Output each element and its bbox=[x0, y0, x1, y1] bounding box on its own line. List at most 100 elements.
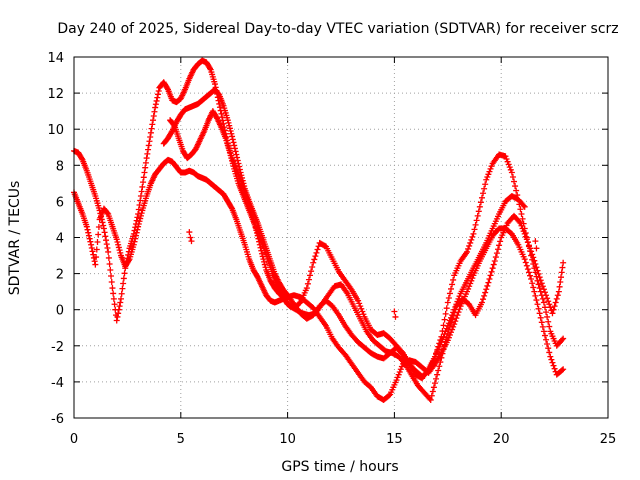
data-point bbox=[504, 158, 511, 165]
data-point bbox=[92, 261, 99, 268]
data-point bbox=[540, 299, 547, 306]
data-point bbox=[547, 353, 554, 360]
data-point bbox=[237, 169, 244, 176]
data-point bbox=[424, 368, 431, 375]
y-tick-label: -6 bbox=[51, 412, 64, 427]
data-point bbox=[398, 363, 405, 370]
data-point bbox=[536, 285, 543, 292]
data-point bbox=[537, 314, 544, 321]
data-point bbox=[187, 234, 194, 241]
data-point bbox=[136, 218, 143, 225]
data-point bbox=[83, 223, 90, 230]
data-point bbox=[449, 281, 456, 288]
data-point bbox=[532, 238, 539, 245]
data-point bbox=[455, 295, 462, 302]
data-point bbox=[453, 315, 460, 322]
data-point bbox=[544, 295, 551, 302]
data-point bbox=[307, 272, 314, 279]
data-point bbox=[355, 297, 362, 304]
data-point bbox=[439, 350, 446, 357]
data-point bbox=[104, 245, 111, 252]
series-outliers bbox=[186, 229, 540, 320]
data-point bbox=[530, 284, 537, 291]
data-point bbox=[492, 254, 499, 261]
data-point bbox=[117, 299, 124, 306]
data-point bbox=[188, 238, 195, 245]
x-axis-label: GPS time / hours bbox=[281, 459, 398, 475]
data-point bbox=[108, 273, 115, 280]
data-point bbox=[148, 125, 155, 132]
data-point bbox=[483, 286, 490, 293]
data-point bbox=[216, 104, 223, 111]
data-point bbox=[144, 150, 151, 157]
data-point bbox=[538, 319, 545, 326]
grid bbox=[74, 57, 608, 418]
data-point bbox=[513, 187, 520, 194]
data-point bbox=[556, 283, 563, 290]
data-point bbox=[310, 259, 317, 266]
data-point bbox=[147, 129, 154, 136]
data-point bbox=[114, 313, 121, 320]
series-track-1 bbox=[71, 57, 567, 382]
data-point bbox=[529, 280, 536, 287]
data-point bbox=[541, 289, 548, 296]
data-point bbox=[540, 286, 547, 293]
data-point bbox=[534, 267, 541, 274]
data-point bbox=[426, 395, 433, 402]
data-point bbox=[105, 254, 112, 261]
data-point bbox=[535, 270, 542, 277]
data-point bbox=[304, 280, 311, 287]
data-point bbox=[433, 375, 440, 382]
data-point bbox=[543, 309, 550, 316]
data-point bbox=[560, 366, 567, 373]
data-point bbox=[487, 165, 494, 172]
data-point bbox=[452, 303, 459, 310]
data-point bbox=[108, 279, 115, 286]
data-point bbox=[536, 310, 543, 317]
data-point bbox=[137, 212, 144, 219]
data-point bbox=[451, 306, 458, 313]
plot-frame bbox=[73, 56, 609, 419]
data-point bbox=[443, 325, 450, 332]
data-point bbox=[465, 285, 472, 292]
data-point bbox=[546, 301, 553, 308]
data-point bbox=[521, 256, 528, 263]
data-point bbox=[236, 166, 243, 173]
data-point bbox=[309, 263, 316, 270]
data-point bbox=[497, 238, 504, 245]
data-point bbox=[530, 254, 537, 261]
data-point bbox=[233, 151, 240, 158]
data-point bbox=[312, 253, 319, 260]
data-point bbox=[113, 236, 120, 243]
data-point bbox=[448, 314, 455, 321]
data-point bbox=[226, 122, 233, 129]
data-point bbox=[228, 204, 235, 211]
data-point bbox=[438, 339, 445, 346]
data-point bbox=[535, 281, 542, 288]
data-point bbox=[525, 269, 532, 276]
data-point bbox=[121, 270, 128, 277]
data-point bbox=[116, 247, 123, 254]
data-point bbox=[234, 154, 241, 161]
data-point bbox=[155, 87, 162, 94]
data-point bbox=[444, 299, 451, 306]
data-point bbox=[523, 236, 530, 243]
data-point bbox=[360, 311, 367, 318]
data-point bbox=[145, 142, 152, 149]
data-point bbox=[117, 295, 124, 302]
data-point bbox=[240, 180, 247, 187]
data-point bbox=[153, 97, 160, 104]
data-point bbox=[88, 241, 95, 248]
data-point bbox=[91, 258, 98, 265]
data-point bbox=[470, 230, 477, 237]
data-point bbox=[446, 290, 453, 297]
data-point bbox=[485, 279, 492, 286]
data-point bbox=[472, 221, 479, 228]
data-point bbox=[445, 294, 452, 301]
data-point bbox=[359, 308, 366, 315]
data-point bbox=[489, 265, 496, 272]
data-point bbox=[116, 303, 123, 310]
data-point bbox=[135, 223, 142, 230]
data-point bbox=[105, 248, 112, 255]
data-point bbox=[78, 155, 85, 162]
